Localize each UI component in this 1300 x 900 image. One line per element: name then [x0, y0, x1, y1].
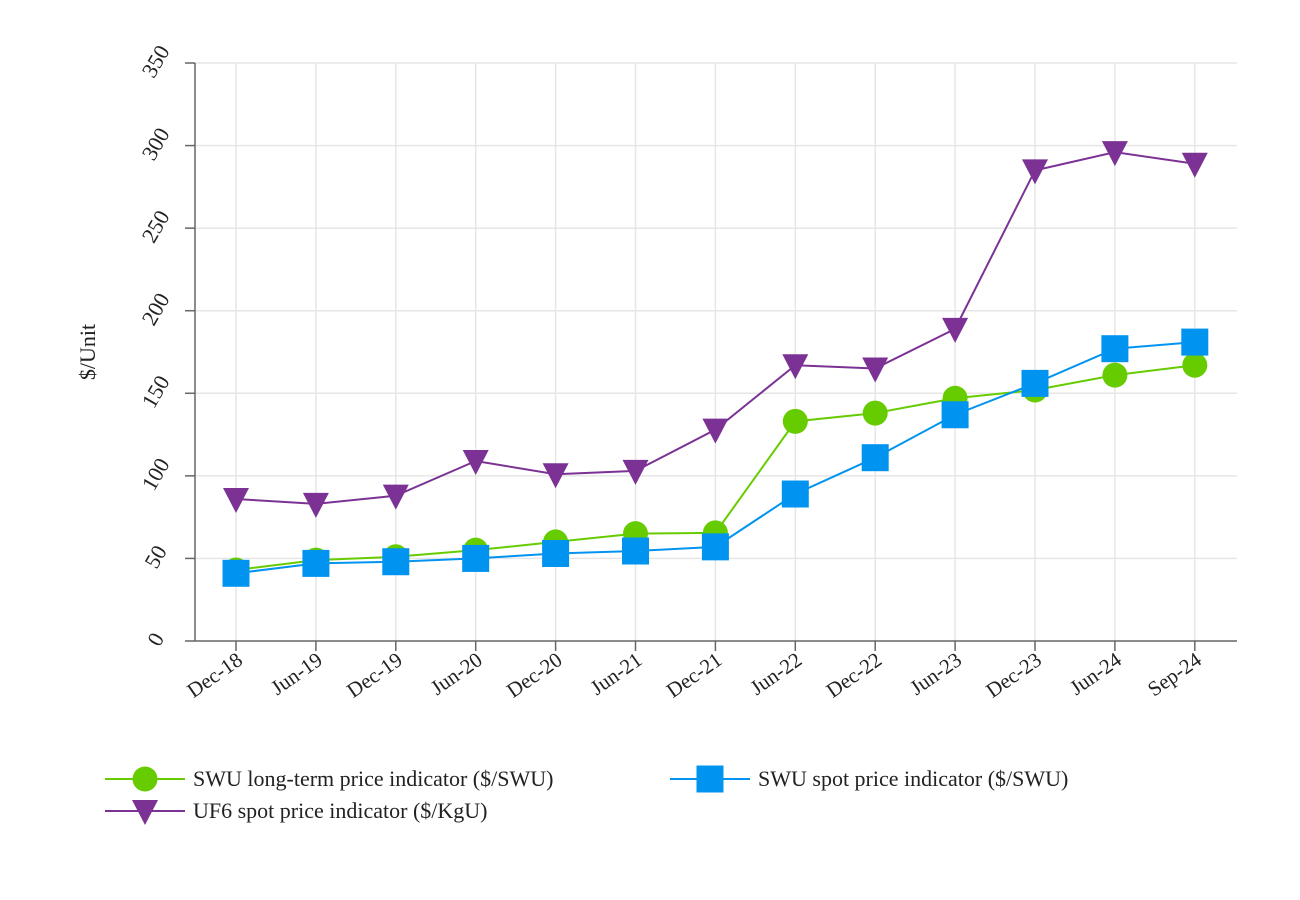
legend-item: UF6 spot price indicator ($/KgU): [105, 798, 488, 825]
data-point: [542, 539, 570, 567]
data-point: [542, 463, 569, 489]
data-point: [223, 487, 249, 513]
legend-label: UF6 spot price indicator ($/KgU): [193, 798, 488, 823]
legend-item: SWU spot price indicator ($/SWU): [670, 765, 1068, 793]
series-2: [222, 328, 1209, 587]
data-point: [302, 492, 329, 518]
data-point: [1101, 335, 1129, 363]
x-tick-label: Dec-21: [662, 647, 726, 702]
y-axis-label: $/Unit: [75, 324, 100, 380]
x-tick-label: Dec-20: [502, 647, 566, 702]
data-point: [782, 354, 809, 380]
data-point: [861, 444, 889, 472]
x-tick-label: Jun-20: [426, 647, 487, 699]
legend-marker: [132, 766, 158, 792]
data-point: [1102, 362, 1128, 388]
x-tick-label: Sep-24: [1143, 647, 1206, 701]
legend-item: SWU long-term price indicator ($/SWU): [105, 766, 553, 792]
y-tick-label: 50: [139, 541, 172, 573]
y-tick-label: 100: [136, 454, 174, 495]
data-point: [781, 480, 809, 508]
data-point: [1181, 152, 1208, 178]
y-tick-label: 350: [136, 41, 174, 82]
data-point: [302, 549, 330, 577]
x-tick-label: Jun-22: [746, 647, 807, 699]
x-tick-label: Dec-19: [342, 647, 406, 702]
legend: SWU long-term price indicator ($/SWU) SWU…: [105, 765, 1068, 825]
data-point: [382, 548, 410, 576]
data-point: [1181, 328, 1209, 356]
data-point: [462, 544, 490, 572]
y-tick-label: 200: [136, 288, 174, 329]
x-tick-label: Dec-22: [822, 647, 886, 702]
legend-marker: [696, 765, 724, 793]
legend-label: SWU spot price indicator ($/SWU): [758, 766, 1068, 791]
x-tick-labels: Dec-18 Jun-19 Dec-19 Jun-20 Dec-20 Jun-21 Dec-…: [182, 647, 1206, 702]
data-point: [382, 484, 409, 510]
y-tick-label: 300: [136, 123, 174, 164]
data-point: [942, 317, 969, 343]
data-point: [622, 537, 649, 565]
data-point: [1101, 141, 1128, 167]
data-point: [702, 418, 729, 444]
axes: [194, 63, 1237, 642]
x-tick-label: Jun-24: [1065, 647, 1126, 700]
data-point: [1022, 159, 1048, 185]
y-tick-label: 250: [136, 206, 174, 247]
data-point: [862, 357, 889, 383]
data-point: [1182, 352, 1208, 378]
data-point: [701, 533, 729, 561]
data-point: [941, 401, 969, 429]
data-point: [1021, 369, 1049, 397]
y-tick-labels: 0 50 100 150 200 250 300 350: [136, 41, 174, 651]
series-3: [223, 141, 1208, 518]
legend-marker: [132, 800, 158, 825]
x-tick-label: Dec-18: [182, 647, 246, 702]
data-point: [782, 408, 808, 434]
legend-label: SWU long-term price indicator ($/SWU): [193, 766, 553, 791]
data-point: [222, 559, 250, 587]
y-tick-label: 0: [142, 628, 169, 650]
y-tick-label: 150: [136, 371, 174, 412]
data-point: [462, 449, 489, 475]
x-tick-label: Jun-21: [586, 647, 647, 699]
data-point: [862, 400, 888, 426]
series: [222, 141, 1209, 587]
data-point: [622, 459, 649, 485]
x-tick-label: Jun-19: [266, 647, 327, 699]
x-tick-label: Jun-23: [905, 647, 966, 699]
x-tick-label: Dec-23: [981, 647, 1045, 702]
